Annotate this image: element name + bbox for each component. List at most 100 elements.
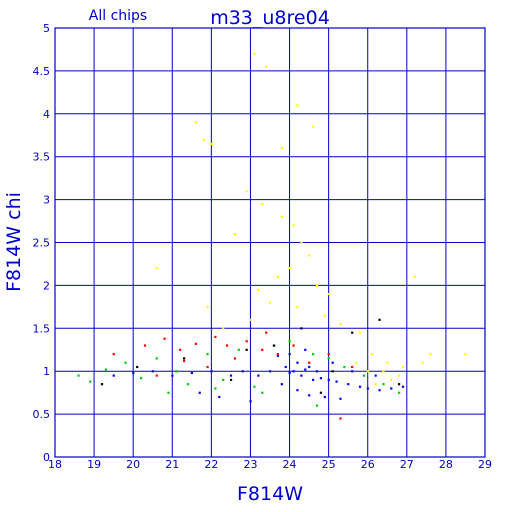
data-point: [327, 357, 330, 360]
data-point: [362, 374, 366, 377]
x-tick-labels: 18 19 20 21 22 23 24 25 26 27 28 29: [48, 458, 492, 471]
y-tick-label: 0: [43, 451, 50, 464]
x-tick-label: 29: [478, 458, 492, 471]
x-tick-label: 27: [400, 458, 414, 471]
x-tick-label: 25: [322, 458, 336, 471]
data-point: [194, 342, 197, 345]
data-point: [421, 361, 424, 364]
data-point: [315, 284, 319, 287]
data-point: [308, 254, 311, 257]
x-tick-label: 28: [439, 458, 453, 471]
data-point: [214, 387, 217, 390]
x-tick-label: 20: [126, 458, 140, 471]
data-point: [222, 327, 225, 330]
data-point: [347, 383, 350, 386]
series-2: [112, 331, 354, 420]
data-point: [429, 353, 432, 356]
data-point: [366, 370, 369, 373]
plot-frame: [54, 27, 486, 458]
data-point: [202, 138, 205, 141]
data-point: [339, 397, 342, 400]
data-point: [100, 383, 104, 386]
data-point: [312, 353, 315, 356]
data-point: [308, 394, 311, 397]
data-point: [245, 340, 248, 343]
data-point: [288, 371, 291, 375]
data-point: [206, 365, 209, 369]
x-tick-label: 22: [204, 458, 218, 471]
series-0: [112, 348, 405, 403]
data-point: [335, 380, 338, 383]
data-point: [136, 365, 139, 369]
data-point: [89, 380, 92, 383]
y-tick-label: 3: [43, 194, 50, 207]
data-point: [358, 331, 362, 334]
data-point: [382, 370, 385, 373]
data-point: [390, 387, 393, 390]
data-point: [257, 288, 260, 291]
data-point: [296, 104, 299, 107]
chart-title: m33_u8re04: [210, 7, 330, 29]
data-point: [280, 147, 283, 150]
data-point: [210, 370, 213, 373]
data-point: [222, 378, 225, 381]
data-point: [390, 378, 393, 381]
data-point: [327, 292, 330, 296]
data-point: [304, 348, 307, 351]
data-point: [292, 370, 295, 373]
data-point: [413, 275, 416, 279]
data-point: [323, 314, 326, 317]
data-point: [276, 354, 280, 357]
data-point: [382, 383, 385, 386]
x-axis-label: F814W: [237, 483, 303, 505]
data-point: [206, 305, 209, 309]
data-point: [206, 353, 209, 356]
data-point: [233, 357, 237, 360]
data-point: [355, 361, 358, 364]
data-point: [233, 232, 237, 236]
data-point: [124, 361, 127, 364]
data-point: [269, 301, 272, 304]
data-point: [155, 357, 158, 360]
data-point: [183, 359, 186, 363]
data-point: [276, 353, 280, 356]
data-point: [366, 387, 369, 390]
data-point: [186, 383, 190, 386]
data-point: [265, 331, 268, 334]
data-point: [358, 385, 362, 388]
data-point: [77, 374, 80, 377]
data-point: [112, 353, 115, 356]
data-point: [257, 374, 260, 377]
y-tick-label: 2.5: [33, 237, 51, 250]
data-point: [292, 224, 295, 227]
data-point: [253, 52, 256, 55]
data-point: [351, 370, 354, 373]
data-point: [292, 344, 295, 347]
data-point: [155, 374, 158, 377]
data-point: [151, 370, 154, 373]
data-point: [464, 353, 467, 356]
data-point: [401, 385, 405, 388]
data-point: [198, 391, 201, 394]
data-point: [265, 65, 268, 68]
data-point: [284, 365, 287, 369]
data-point: [241, 370, 244, 373]
data-point: [296, 389, 299, 392]
data-point: [272, 344, 276, 347]
data-point: [339, 417, 342, 420]
x-tick-label: 23: [243, 458, 257, 471]
x-tick-label: 21: [165, 458, 179, 471]
data-point: [280, 215, 283, 218]
data-point: [249, 318, 252, 321]
data-point: [300, 327, 303, 330]
data-point: [351, 331, 354, 334]
data-point: [132, 371, 135, 375]
data-point: [398, 383, 401, 386]
data-point: [253, 385, 256, 388]
y-axis-label: F814W chi: [3, 192, 25, 292]
data-point: [319, 377, 323, 380]
data-point: [398, 391, 401, 394]
data-point: [304, 368, 307, 371]
